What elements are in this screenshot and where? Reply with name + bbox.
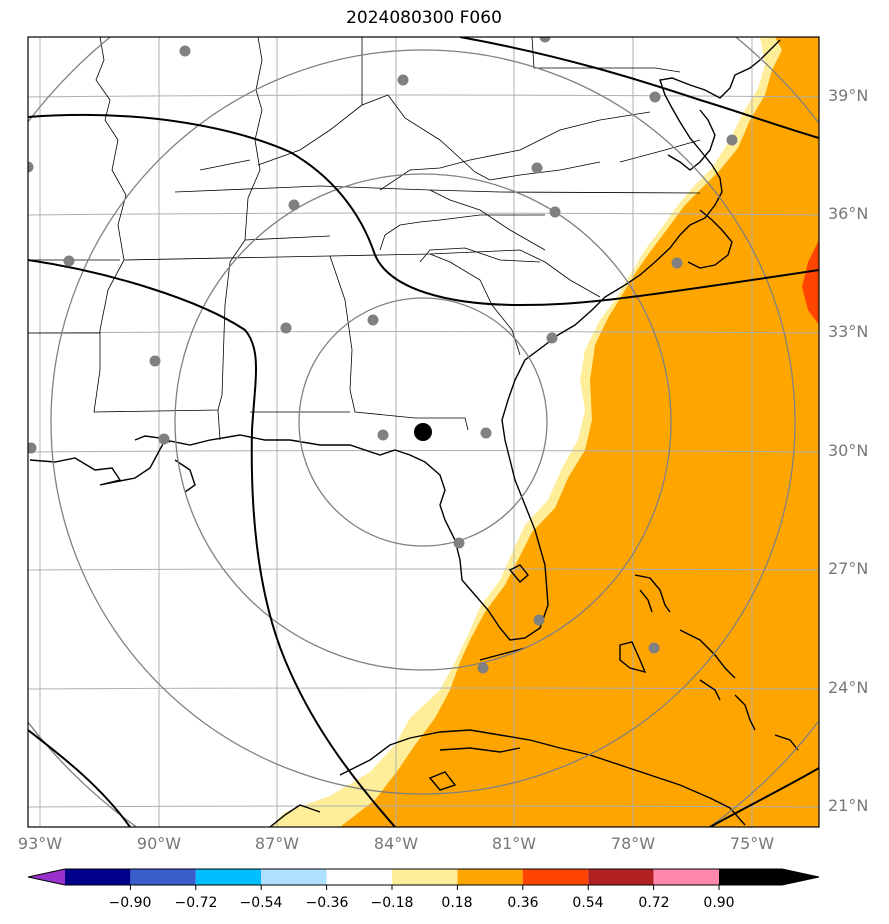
graticule xyxy=(28,37,819,827)
coastlines xyxy=(29,39,799,827)
colorbar xyxy=(27,868,820,890)
colorbar-bin xyxy=(65,869,131,885)
colorbar-bin xyxy=(261,869,327,885)
range-ring-1 xyxy=(298,297,548,547)
colorbar-tick-label: −0.18 xyxy=(370,895,414,911)
colorbar-extend-low xyxy=(28,869,65,885)
colorbar-bin xyxy=(326,869,392,885)
colorbar-tick-label: 0.18 xyxy=(441,895,473,911)
colorbar-tick-label: −0.72 xyxy=(174,895,218,911)
colorbar-tick-label: 0.54 xyxy=(572,895,604,911)
lat-label-24n: 24°N xyxy=(828,678,869,697)
lat-label-36n: 36°N xyxy=(828,204,869,223)
colorbar-tick-label: −0.36 xyxy=(305,895,349,911)
lat-label-39n: 39°N xyxy=(828,86,869,105)
colorbar-bin xyxy=(130,869,196,885)
lat-label-30n: 30°N xyxy=(828,441,869,460)
colorbar-bin xyxy=(195,869,262,885)
lon-label-93w: 93°W xyxy=(17,834,63,853)
colorbar-bin xyxy=(588,869,654,885)
colorbar-tick-label: 0.36 xyxy=(507,895,539,911)
state-boundaries xyxy=(28,37,701,441)
lon-label-78w: 78°W xyxy=(610,834,656,853)
range-ring-2 xyxy=(174,173,672,671)
lon-label-87w: 87°W xyxy=(254,834,300,853)
colorbar-extend-high xyxy=(719,869,819,885)
lon-label-75w: 75°W xyxy=(729,834,775,853)
contours xyxy=(28,37,819,827)
lon-label-84w: 84°W xyxy=(373,834,419,853)
colorbar-outline xyxy=(27,868,820,886)
anomaly-fill-high xyxy=(802,240,819,325)
map-title: 2024080300 F060 xyxy=(346,8,502,28)
stations xyxy=(28,37,738,674)
lon-label-81w: 81°W xyxy=(491,834,537,853)
lon-label-90w: 90°W xyxy=(136,834,182,853)
colorbar-tick-label: 0.90 xyxy=(703,895,735,911)
colorbar-bin xyxy=(653,869,719,885)
colorbar-bin xyxy=(522,869,589,885)
center-marker xyxy=(414,423,432,441)
colorbar-tick-label: −0.54 xyxy=(239,895,283,911)
range-ring-3 xyxy=(50,49,796,795)
colorbar-bin xyxy=(392,869,458,885)
colorbar-tick-label: −0.90 xyxy=(108,895,152,911)
colorbar-bin xyxy=(457,869,523,885)
lat-label-27n: 27°N xyxy=(828,559,869,578)
colorbar-tick-label: 0.72 xyxy=(638,895,670,911)
lat-label-33n: 33°N xyxy=(828,322,869,341)
lat-label-21n: 21°N xyxy=(828,796,869,815)
map-frame xyxy=(27,36,820,828)
anomaly-fill-mid xyxy=(340,37,819,827)
